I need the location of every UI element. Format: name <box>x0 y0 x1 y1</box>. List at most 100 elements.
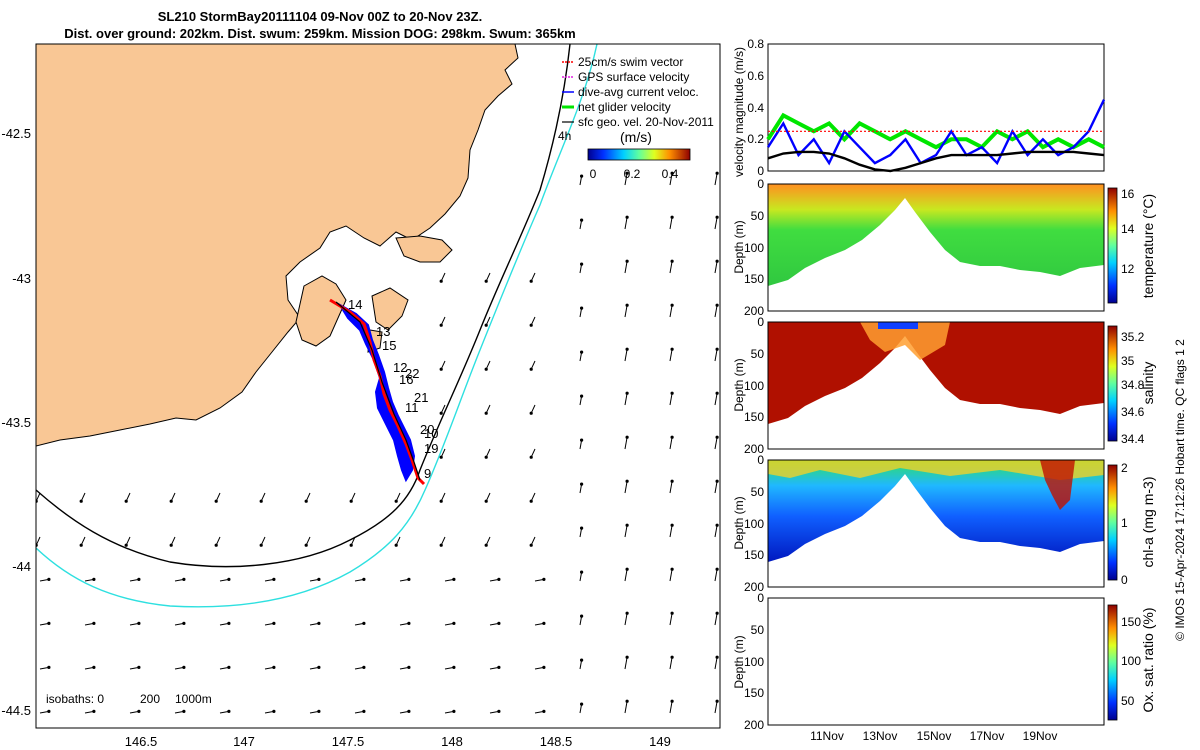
vector-arrow-head <box>304 499 308 503</box>
ox-ytick-0: 0 <box>757 591 764 605</box>
vector-arrow <box>669 305 673 318</box>
vector-arrow-head <box>439 455 443 459</box>
vector-arrow-head <box>670 171 674 175</box>
vector-arrow <box>669 657 673 670</box>
isobaths-200: 200 <box>140 692 160 706</box>
vector-arrow <box>624 613 628 626</box>
vector-arrow-head <box>625 479 629 483</box>
vector-arrow <box>669 261 673 274</box>
vector-arrow <box>714 261 718 274</box>
temp-ctick-16: 16 <box>1121 187 1135 201</box>
sal-ctick-34.8: 34.8 <box>1121 378 1145 392</box>
temp-ytick-150: 150 <box>744 272 764 286</box>
vector-arrow-head <box>452 621 456 626</box>
vector-arrow-head <box>580 218 584 222</box>
day-label-10: 10 <box>424 426 438 441</box>
oxygen-panel: 0 50 100 150 200 50 100 150 11Nov 13Nov … <box>732 591 1156 743</box>
colorbar-title: (m/s) <box>620 129 652 145</box>
vector-arrow-head <box>272 665 276 670</box>
vector-arrow <box>669 525 673 538</box>
vector-arrow-head <box>169 543 173 547</box>
vector-arrow-head <box>625 259 629 263</box>
sal-fresh-surface <box>860 322 950 360</box>
vel-ytick-0.6: 0.6 <box>747 69 764 83</box>
vector-arrow-head <box>484 411 488 415</box>
vector-arrow-head <box>259 543 263 547</box>
vector-arrow <box>669 393 673 406</box>
day-label-19: 19 <box>424 441 438 456</box>
vector-arrow-head <box>625 303 629 307</box>
vector-arrow <box>669 481 673 494</box>
vector-arrow-head <box>259 499 263 503</box>
vector-arrow <box>624 349 628 362</box>
sal-ytick-0: 0 <box>757 315 764 329</box>
sal-ytick-150: 150 <box>744 410 764 424</box>
temp-y-ticks: 0 50 100 150 200 <box>744 177 764 318</box>
vector-arrow-head <box>439 279 443 283</box>
vector-arrow-head <box>182 621 186 626</box>
vector-arrow <box>624 261 628 274</box>
ox-ytick-50: 50 <box>751 623 765 637</box>
vector-arrow-head <box>124 499 128 503</box>
day-labels: 14 13 15 12 22 16 21 11 20 10 19 9 <box>348 297 438 481</box>
chl-section-fill <box>768 460 1104 562</box>
day-label-15: 15 <box>382 338 396 353</box>
vector-arrow-head <box>317 577 321 582</box>
vector-arrow-head <box>227 621 231 626</box>
vector-arrow-head <box>394 543 398 547</box>
day-label-21: 21 <box>414 390 428 405</box>
day-label-12: 12 <box>393 360 407 375</box>
vector-arrow-head <box>452 665 456 670</box>
vector-arrow <box>714 437 718 450</box>
vector-arrow <box>714 349 718 362</box>
day-label-11: 11 <box>405 400 419 415</box>
vector-arrow-head <box>317 709 321 714</box>
vector-arrow-head <box>715 611 719 615</box>
vector-arrow-head <box>580 438 584 442</box>
map-xtick-148: 148 <box>441 734 463 749</box>
vector-arrow-head <box>715 699 719 703</box>
vector-arrow-head <box>47 665 51 670</box>
vector-arrow-head <box>580 614 584 618</box>
velocity-series <box>766 99 1106 173</box>
vector-arrow-head <box>92 709 96 714</box>
vector-arrow <box>714 613 718 626</box>
sal-ctick-35: 35 <box>1121 354 1135 368</box>
chl-ytick-100: 100 <box>744 517 764 531</box>
day-label-16: 16 <box>399 372 413 387</box>
vector-arrow-head <box>227 665 231 670</box>
vector-arrow <box>624 525 628 538</box>
figure-title: SL210 StormBay20111104 09-Nov 00Z to 20-… <box>0 8 640 42</box>
isobaths-label: isobaths: 0 <box>46 692 104 706</box>
vector-arrow-head <box>349 499 353 503</box>
velocity-ylabel: velocity magnitude (m/s) <box>732 47 746 177</box>
vector-arrow <box>624 569 628 582</box>
tasmania-land <box>36 44 519 447</box>
sal-ytick-100: 100 <box>744 379 764 393</box>
legend-gps: GPS surface velocity <box>578 70 689 84</box>
vector-arrow-head <box>625 435 629 439</box>
temp-ytick-50: 50 <box>751 209 765 223</box>
vector-arrow-head <box>670 259 674 263</box>
vel-ytick-0.8: 0.8 <box>747 37 764 51</box>
vector-arrow <box>669 613 673 626</box>
ox-ytick-150: 150 <box>744 686 764 700</box>
chl-high-surface <box>768 460 1104 480</box>
vector-arrow-head <box>362 577 366 582</box>
vector-arrow-head <box>439 323 443 327</box>
vector-arrow-head <box>670 523 674 527</box>
vector-arrow <box>624 393 628 406</box>
colorbar-tick-0.4: 0.4 <box>662 167 679 181</box>
vector-arrow-head <box>92 577 96 582</box>
vector-arrow-head <box>407 621 411 626</box>
sal-ctick-34.6: 34.6 <box>1121 405 1145 419</box>
vector-arrow-head <box>439 367 443 371</box>
vector-arrow-head <box>47 621 51 626</box>
vector-arrow-head <box>715 479 719 483</box>
vector-arrow-head <box>625 171 629 175</box>
vector-arrow-head <box>497 709 501 714</box>
vector-arrow-head <box>439 411 443 415</box>
map-ytick-44.5: -44.5 <box>1 703 31 718</box>
surface-velocity-vectors <box>36 171 719 714</box>
map-xtick-149: 149 <box>649 734 671 749</box>
